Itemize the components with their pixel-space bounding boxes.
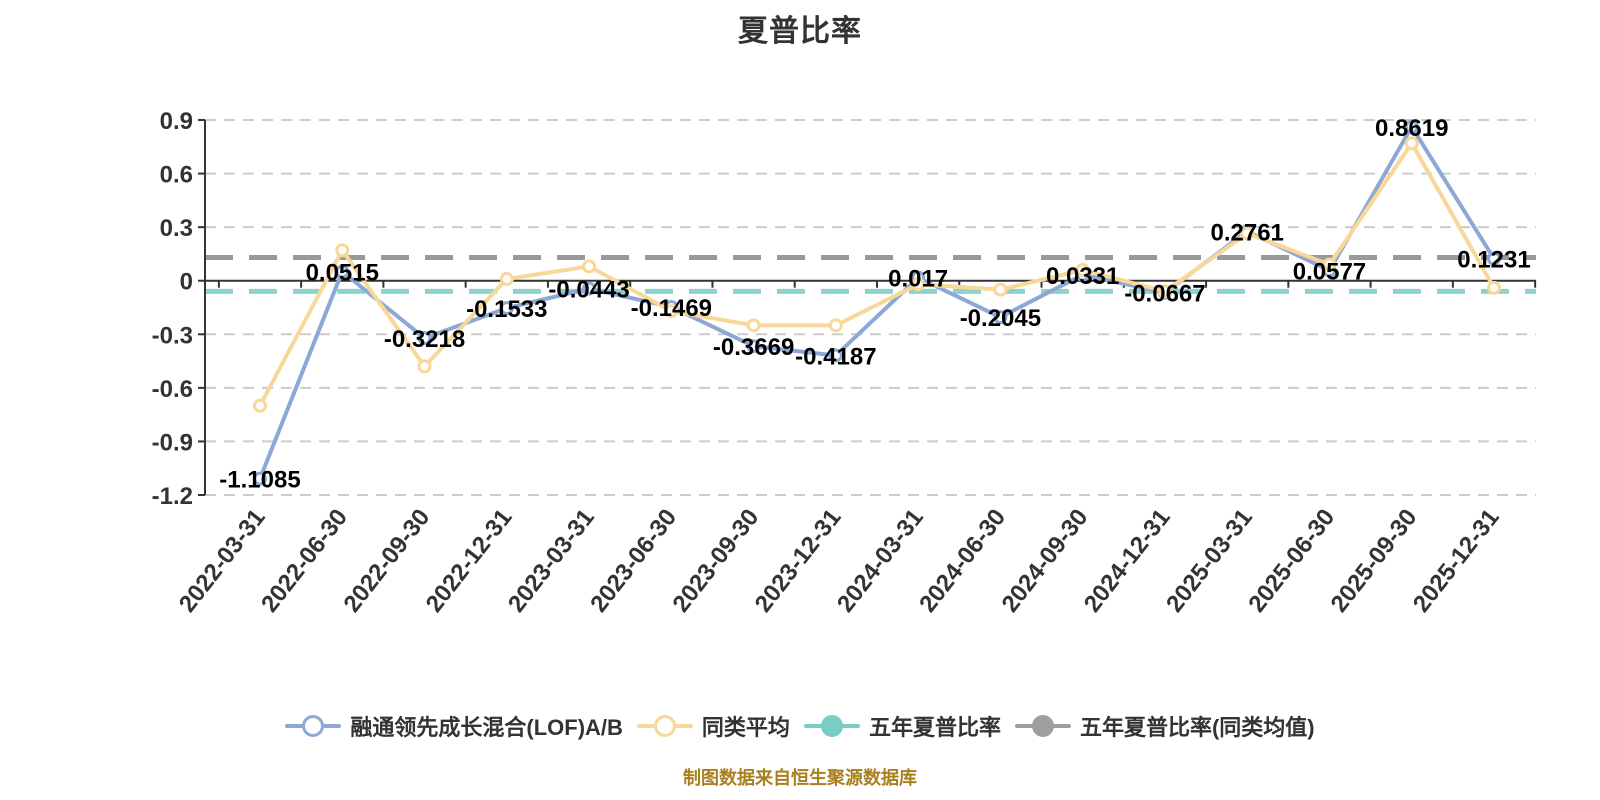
legend-item-five-year-sharpe-peer[interactable]: 五年夏普比率(同类均值) xyxy=(1014,710,1315,742)
legend-label-five-year-sharpe: 五年夏普比率 xyxy=(868,715,1001,740)
data-point-fund[interactable] xyxy=(1487,251,1501,266)
point-label: 0.0577 xyxy=(1293,258,1366,285)
legend-marker-fund xyxy=(285,713,342,739)
point-label: 0.0331 xyxy=(1046,263,1119,290)
data-point-fund[interactable] xyxy=(417,331,432,346)
point-label: 0.1231 xyxy=(1457,247,1530,274)
data-point-peer-average[interactable] xyxy=(499,271,514,286)
chart-legend: 融通领先成长混合(LOF)A/B 同类平均 五年夏普比率 五年夏普比率(同类均值) xyxy=(0,710,1600,742)
data-point-peer-average[interactable] xyxy=(1404,136,1419,151)
data-point-peer-average[interactable] xyxy=(253,398,267,413)
data-point-peer-average[interactable] xyxy=(1157,284,1172,299)
data-point-fund[interactable] xyxy=(746,339,761,354)
data-point-peer-average[interactable] xyxy=(1240,226,1255,241)
point-label: -0.3218 xyxy=(384,326,465,353)
data-point-fund[interactable] xyxy=(499,301,514,316)
legend-label-peer-average: 同类平均 xyxy=(701,715,790,740)
point-label: 0.0515 xyxy=(306,260,379,287)
x-tick-label: 2025-12-31 xyxy=(1408,504,1505,617)
point-label: -1.1085 xyxy=(219,467,300,494)
y-tick-label: -0.3 xyxy=(152,322,193,349)
data-point-fund[interactable] xyxy=(828,348,843,363)
series-line-peer-average xyxy=(258,141,1496,408)
data-point-peer-average[interactable] xyxy=(828,318,843,333)
y-tick-label: 0.9 xyxy=(160,108,193,135)
data-point-peer-average[interactable] xyxy=(1487,280,1501,295)
data-point-peer-average[interactable] xyxy=(911,277,926,292)
y-tick-label: -1.2 xyxy=(152,483,193,510)
data-point-peer-average[interactable] xyxy=(1075,263,1090,277)
data-point-fund[interactable] xyxy=(335,264,350,279)
point-label: -0.0443 xyxy=(548,277,629,304)
point-label: -0.4187 xyxy=(795,343,876,370)
legend-marker-peer-average xyxy=(636,713,693,739)
data-point-peer-average[interactable] xyxy=(582,259,597,274)
legend-marker-five-year-sharpe xyxy=(803,713,860,739)
point-label: 0.8619 xyxy=(1375,115,1448,142)
y-tick-label: 0 xyxy=(180,269,193,296)
data-point-peer-average[interactable] xyxy=(993,282,1008,297)
data-source-caption: 制图数据来自恒生聚源数据库 xyxy=(683,768,917,788)
legend-item-five-year-sharpe[interactable]: 五年夏普比率 xyxy=(803,710,1001,742)
data-point-fund[interactable] xyxy=(253,471,267,486)
data-point-fund[interactable] xyxy=(582,281,597,296)
legend-item-fund[interactable]: 融通领先成长混合(LOF)A/B xyxy=(285,710,623,742)
data-point-fund[interactable] xyxy=(1404,119,1419,134)
legend-label-fund: 融通领先成长混合(LOF)A/B xyxy=(350,715,623,740)
point-label: -0.1533 xyxy=(466,296,547,323)
y-tick-label: -0.6 xyxy=(152,376,193,403)
point-label: -0.2045 xyxy=(960,305,1041,332)
point-label: 0.2761 xyxy=(1210,219,1283,246)
data-point-peer-average[interactable] xyxy=(417,359,432,374)
point-label: 0.017 xyxy=(888,266,948,293)
point-label: -0.0667 xyxy=(1124,281,1205,308)
chart-title: 夏普比率 xyxy=(738,15,862,48)
data-point-peer-average[interactable] xyxy=(335,243,350,258)
legend-item-peer-average[interactable]: 同类平均 xyxy=(636,710,790,742)
y-tick-label: -0.9 xyxy=(152,429,193,456)
y-tick-label: 0.3 xyxy=(160,215,193,242)
legend-marker-five-year-sharpe-peer xyxy=(1014,713,1071,739)
data-point-peer-average[interactable] xyxy=(664,304,679,319)
data-point-peer-average[interactable] xyxy=(746,318,761,333)
y-tick-label: 0.6 xyxy=(160,162,193,189)
legend-label-five-year-sharpe-peer: 五年夏普比率(同类均值) xyxy=(1079,715,1315,740)
data-point-peer-average[interactable] xyxy=(1322,257,1337,272)
point-label: -0.1469 xyxy=(631,295,712,322)
point-label: -0.3669 xyxy=(713,334,794,361)
data-point-fund[interactable] xyxy=(993,310,1008,325)
